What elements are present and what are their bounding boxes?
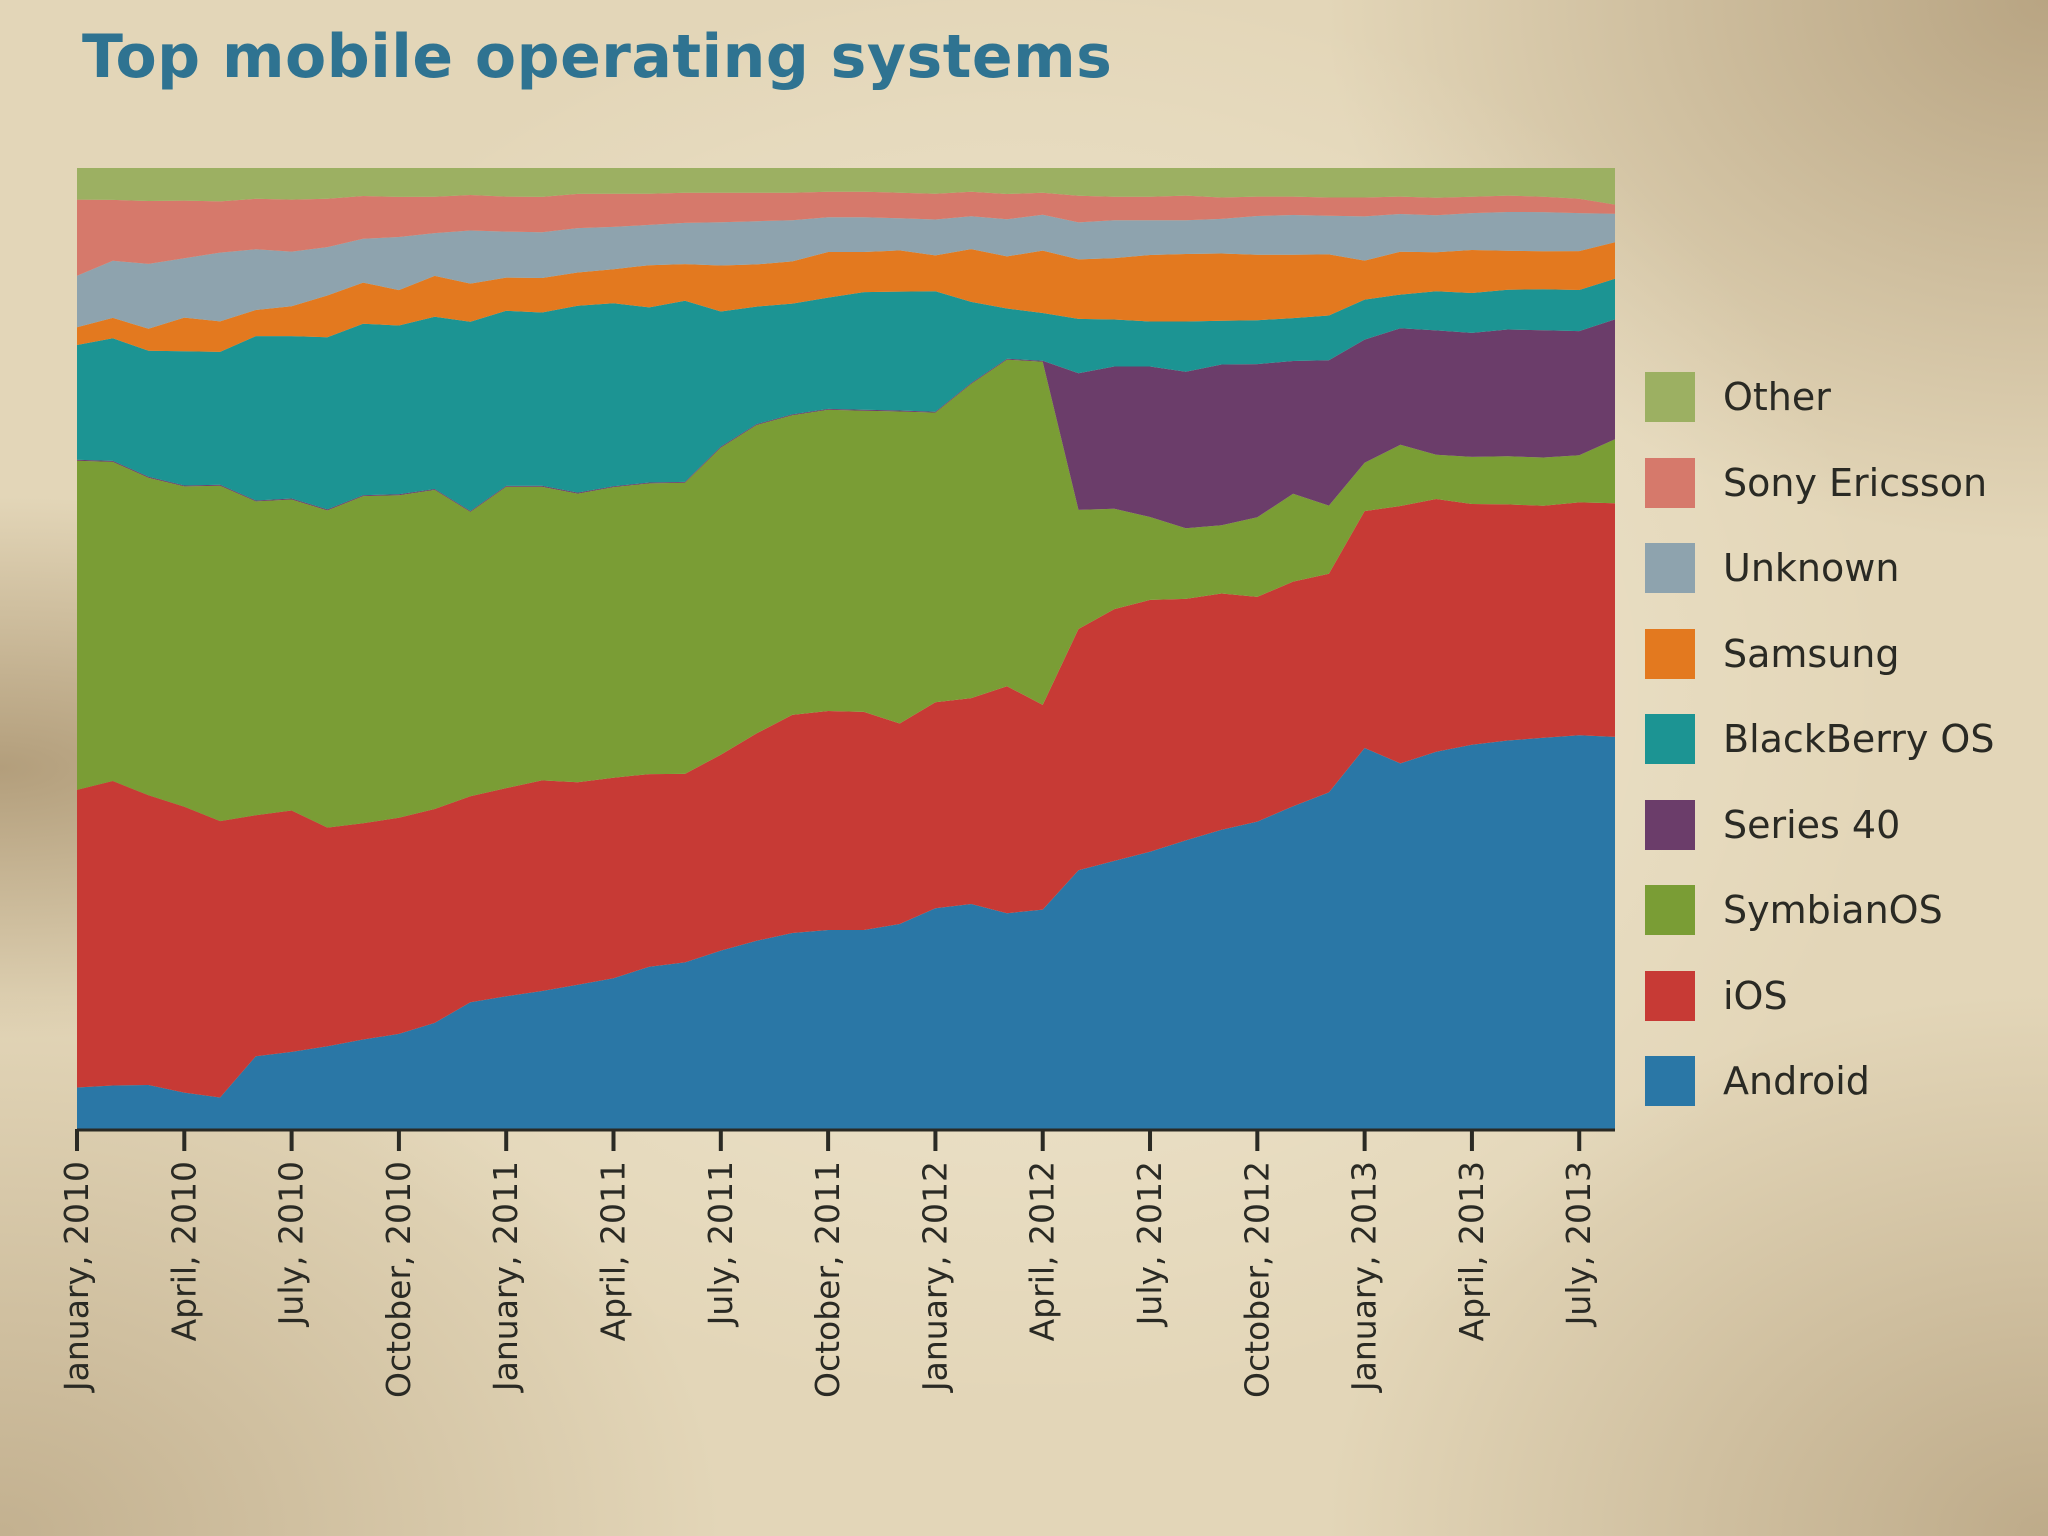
x-tick-label: October, 2011 (808, 1161, 847, 1398)
legend-item-unknown: Unknown (1645, 543, 2035, 593)
legend-item-series-40: Series 40 (1645, 799, 2035, 850)
legend-item-sony-ericsson: Sony Ericsson (1645, 457, 2035, 508)
legend-label: Samsung (1723, 631, 1900, 676)
area-blackberry-os (77, 278, 1615, 511)
legend-label: Other (1723, 375, 1831, 419)
x-tick-label: July, 2011 (701, 1161, 740, 1327)
x-tick-label: April, 2013 (1452, 1161, 1491, 1341)
legend-label: Series 40 (1723, 802, 1901, 847)
legend-item-other: Other (1645, 372, 2035, 422)
stacked-areas (77, 168, 1615, 1129)
x-tick-label: July, 2012 (1130, 1161, 1169, 1327)
area-unknown (77, 212, 1615, 329)
legend-label: Android (1723, 1059, 1870, 1103)
legend-swatch (1645, 457, 1695, 508)
legend-item-symbianos: SymbianOS (1645, 885, 2035, 935)
legend-label: SymbianOS (1723, 888, 1943, 932)
x-tick-label: January, 2013 (1345, 1161, 1384, 1393)
x-tick-label: October, 2010 (379, 1161, 418, 1398)
legend-item-blackberry-os: BlackBerry OS (1645, 714, 2035, 764)
legend-swatch (1645, 372, 1695, 422)
legend-label: Sony Ericsson (1723, 460, 1988, 505)
area-ios (77, 499, 1615, 1098)
legend-item-ios: iOS (1645, 970, 2035, 1021)
x-axis-ticks: January, 2010 April, 2010 July, 2010 Octobe… (57, 1129, 1598, 1398)
legend-label: BlackBerry OS (1723, 717, 1995, 761)
area-symbianos (77, 359, 1615, 828)
x-tick-label: July, 2013 (1559, 1161, 1598, 1327)
chart-title: Top mobile operating systems (82, 22, 1113, 92)
area-android (77, 735, 1615, 1129)
x-tick-label: January, 2011 (486, 1161, 525, 1393)
legend-swatch (1645, 1056, 1695, 1106)
legend-item-android: Android (1645, 1056, 2035, 1106)
legend-swatch (1645, 543, 1695, 593)
legend-swatch (1645, 885, 1695, 935)
x-tick-label: January, 2010 (57, 1161, 96, 1393)
legend-swatch (1645, 799, 1695, 850)
x-tick-label: April, 2010 (164, 1161, 203, 1341)
legend-label: iOS (1723, 973, 1788, 1018)
legend-swatch (1645, 714, 1695, 764)
x-tick-label: April, 2012 (1023, 1161, 1062, 1341)
legend-swatch (1645, 628, 1695, 679)
x-tick-label: January, 2012 (915, 1161, 954, 1393)
area-samsung (77, 242, 1615, 352)
x-tick-label: October, 2012 (1237, 1161, 1276, 1398)
legend-swatch (1645, 970, 1695, 1021)
area-series-40 (77, 319, 1615, 529)
legend: Other Sony Ericsson Unknown Samsung BlackBer… (1645, 372, 2035, 1142)
area-sony-ericsson (77, 191, 1615, 276)
x-tick-label: April, 2011 (594, 1161, 633, 1341)
legend-item-samsung: Samsung (1645, 628, 2035, 679)
area-other (77, 168, 1615, 205)
x-tick-label: July, 2010 (272, 1161, 311, 1327)
legend-label: Unknown (1723, 546, 1900, 590)
